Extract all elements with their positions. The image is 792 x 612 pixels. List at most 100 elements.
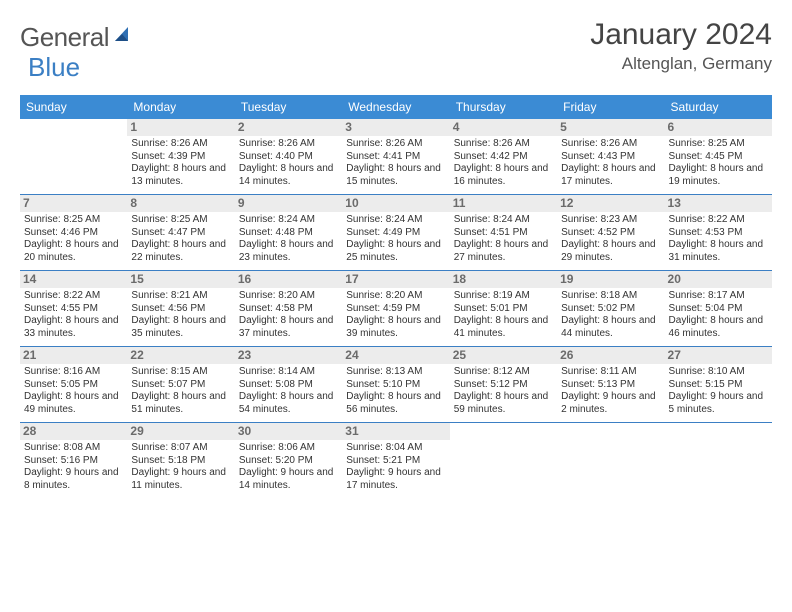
daylight-line: Daylight: 8 hours and 35 minutes. bbox=[131, 315, 230, 340]
calendar-cell: 3Sunrise: 8:26 AMSunset: 4:41 PMDaylight… bbox=[342, 119, 449, 195]
day-header: Sunday bbox=[20, 95, 127, 119]
daylight-line: Daylight: 8 hours and 19 minutes. bbox=[669, 163, 768, 188]
daylight-line: Daylight: 9 hours and 11 minutes. bbox=[131, 467, 230, 492]
sunset-line: Sunset: 4:48 PM bbox=[239, 227, 338, 240]
sunset-line: Sunset: 5:02 PM bbox=[561, 303, 660, 316]
day-number: 3 bbox=[342, 119, 449, 136]
daylight-line: Daylight: 8 hours and 37 minutes. bbox=[239, 315, 338, 340]
sunrise-line: Sunrise: 8:10 AM bbox=[669, 366, 768, 379]
day-header: Tuesday bbox=[235, 95, 342, 119]
daylight-line: Daylight: 8 hours and 16 minutes. bbox=[454, 163, 553, 188]
sunset-line: Sunset: 4:53 PM bbox=[669, 227, 768, 240]
sunrise-line: Sunrise: 8:24 AM bbox=[346, 214, 445, 227]
day-number: 31 bbox=[342, 423, 449, 440]
calendar-cell: 13Sunrise: 8:22 AMSunset: 4:53 PMDayligh… bbox=[665, 195, 772, 271]
day-number: 28 bbox=[20, 423, 127, 440]
day-header: Monday bbox=[127, 95, 234, 119]
calendar-cell: 12Sunrise: 8:23 AMSunset: 4:52 PMDayligh… bbox=[557, 195, 664, 271]
day-number: 19 bbox=[557, 271, 664, 288]
day-number: 24 bbox=[342, 347, 449, 364]
sunrise-line: Sunrise: 8:25 AM bbox=[669, 138, 768, 151]
calendar-cell: . bbox=[665, 423, 772, 499]
day-header: Saturday bbox=[665, 95, 772, 119]
sunrise-line: Sunrise: 8:14 AM bbox=[239, 366, 338, 379]
day-number: 30 bbox=[235, 423, 342, 440]
calendar-table: Sunday Monday Tuesday Wednesday Thursday… bbox=[20, 95, 772, 498]
month-title: January 2024 bbox=[590, 18, 772, 52]
calendar-row: 28 Sunrise: 8:08 AMSunset: 5:16 PM Dayligh… bbox=[20, 423, 772, 499]
sunrise-line: Sunrise: 8:04 AM bbox=[346, 442, 445, 455]
sunrise-line: Sunrise: 8:20 AM bbox=[239, 290, 338, 303]
daylight-line: Daylight: 8 hours and 25 minutes. bbox=[346, 239, 445, 264]
sunrise-line: Sunrise: 8:20 AM bbox=[346, 290, 445, 303]
sunrise-line: Sunrise: 8:15 AM bbox=[131, 366, 230, 379]
sunset-line: Sunset: 4:43 PM bbox=[561, 151, 660, 164]
daylight-line: Daylight: 8 hours and 44 minutes. bbox=[561, 315, 660, 340]
daylight-line: Daylight: 9 hours and 5 minutes. bbox=[669, 391, 768, 416]
sunrise-line: Sunrise: 8:18 AM bbox=[561, 290, 660, 303]
sunrise-line: Sunrise: 8:07 AM bbox=[131, 442, 230, 455]
daylight-line: Daylight: 8 hours and 29 minutes. bbox=[561, 239, 660, 264]
daylight-line: Daylight: 8 hours and 22 minutes. bbox=[131, 239, 230, 264]
logo-word1: General bbox=[20, 22, 109, 53]
sunrise-line: Sunrise: 8:24 AM bbox=[239, 214, 338, 227]
sunset-line: Sunset: 4:39 PM bbox=[131, 151, 230, 164]
sunset-line: Sunset: 5:16 PM bbox=[24, 455, 123, 468]
calendar-cell: 26Sunrise: 8:11 AMSunset: 5:13 PMDayligh… bbox=[557, 347, 664, 423]
day-header: Wednesday bbox=[342, 95, 449, 119]
sunrise-line: Sunrise: 8:13 AM bbox=[346, 366, 445, 379]
calendar-cell: 22Sunrise: 8:15 AMSunset: 5:07 PMDayligh… bbox=[127, 347, 234, 423]
daylight-line: Daylight: 9 hours and 14 minutes. bbox=[239, 467, 338, 492]
sunset-line: Sunset: 4:45 PM bbox=[669, 151, 768, 164]
daylight-line: Daylight: 8 hours and 54 minutes. bbox=[239, 391, 338, 416]
day-number: 9 bbox=[235, 195, 342, 212]
sunset-line: Sunset: 4:47 PM bbox=[131, 227, 230, 240]
calendar-cell: 24Sunrise: 8:13 AMSunset: 5:10 PMDayligh… bbox=[342, 347, 449, 423]
sunrise-line: Sunrise: 8:22 AM bbox=[24, 290, 123, 303]
daylight-line: Daylight: 8 hours and 49 minutes. bbox=[24, 391, 123, 416]
sunset-line: Sunset: 4:59 PM bbox=[346, 303, 445, 316]
day-header: Friday bbox=[557, 95, 664, 119]
day-header-row: Sunday Monday Tuesday Wednesday Thursday… bbox=[20, 95, 772, 119]
calendar-cell: 8Sunrise: 8:25 AMSunset: 4:47 PMDaylight… bbox=[127, 195, 234, 271]
sunrise-line: Sunrise: 8:08 AM bbox=[24, 442, 123, 455]
calendar-cell: 15Sunrise: 8:21 AMSunset: 4:56 PMDayligh… bbox=[127, 271, 234, 347]
daylight-line: Daylight: 8 hours and 17 minutes. bbox=[561, 163, 660, 188]
daylight-line: Daylight: 9 hours and 17 minutes. bbox=[346, 467, 445, 492]
sunset-line: Sunset: 4:49 PM bbox=[346, 227, 445, 240]
day-number: 26 bbox=[557, 347, 664, 364]
day-number: 13 bbox=[665, 195, 772, 212]
sunrise-line: Sunrise: 8:26 AM bbox=[561, 138, 660, 151]
calendar-cell: . bbox=[450, 423, 557, 499]
sunset-line: Sunset: 5:05 PM bbox=[24, 379, 123, 392]
daylight-line: Daylight: 8 hours and 56 minutes. bbox=[346, 391, 445, 416]
sunset-line: Sunset: 4:41 PM bbox=[346, 151, 445, 164]
logo: General bbox=[20, 18, 136, 53]
calendar-cell: 21Sunrise: 8:16 AMSunset: 5:05 PMDayligh… bbox=[20, 347, 127, 423]
calendar-cell: 2Sunrise: 8:26 AMSunset: 4:40 PMDaylight… bbox=[235, 119, 342, 195]
calendar-row: 7Sunrise: 8:25 AMSunset: 4:46 PMDaylight… bbox=[20, 195, 772, 271]
calendar-cell: 16Sunrise: 8:20 AMSunset: 4:58 PMDayligh… bbox=[235, 271, 342, 347]
day-number: 11 bbox=[450, 195, 557, 212]
sunrise-line: Sunrise: 8:25 AM bbox=[131, 214, 230, 227]
sunset-line: Sunset: 5:20 PM bbox=[239, 455, 338, 468]
daylight-line: Daylight: 8 hours and 51 minutes. bbox=[131, 391, 230, 416]
sunrise-line: Sunrise: 8:22 AM bbox=[669, 214, 768, 227]
day-number: 25 bbox=[450, 347, 557, 364]
day-number: 5 bbox=[557, 119, 664, 136]
sunrise-line: Sunrise: 8:06 AM bbox=[239, 442, 338, 455]
sunset-line: Sunset: 4:46 PM bbox=[24, 227, 123, 240]
day-number: 10 bbox=[342, 195, 449, 212]
day-number: 16 bbox=[235, 271, 342, 288]
sunrise-line: Sunrise: 8:24 AM bbox=[454, 214, 553, 227]
sunrise-line: Sunrise: 8:11 AM bbox=[561, 366, 660, 379]
daylight-line: Daylight: 8 hours and 13 minutes. bbox=[131, 163, 230, 188]
day-number: 21 bbox=[20, 347, 127, 364]
calendar-cell: 10 Sunrise: 8:24 AMSunset: 4:49 PMDayligh… bbox=[342, 195, 449, 271]
sunset-line: Sunset: 5:07 PM bbox=[131, 379, 230, 392]
calendar-cell: 23Sunrise: 8:14 AMSunset: 5:08 PMDayligh… bbox=[235, 347, 342, 423]
calendar-cell: 27Sunrise: 8:10 AMSunset: 5:15 PMDayligh… bbox=[665, 347, 772, 423]
title-block: January 2024 Altenglan, Germany bbox=[590, 18, 772, 74]
sunset-line: Sunset: 5:18 PM bbox=[131, 455, 230, 468]
sunrise-line: Sunrise: 8:17 AM bbox=[669, 290, 768, 303]
